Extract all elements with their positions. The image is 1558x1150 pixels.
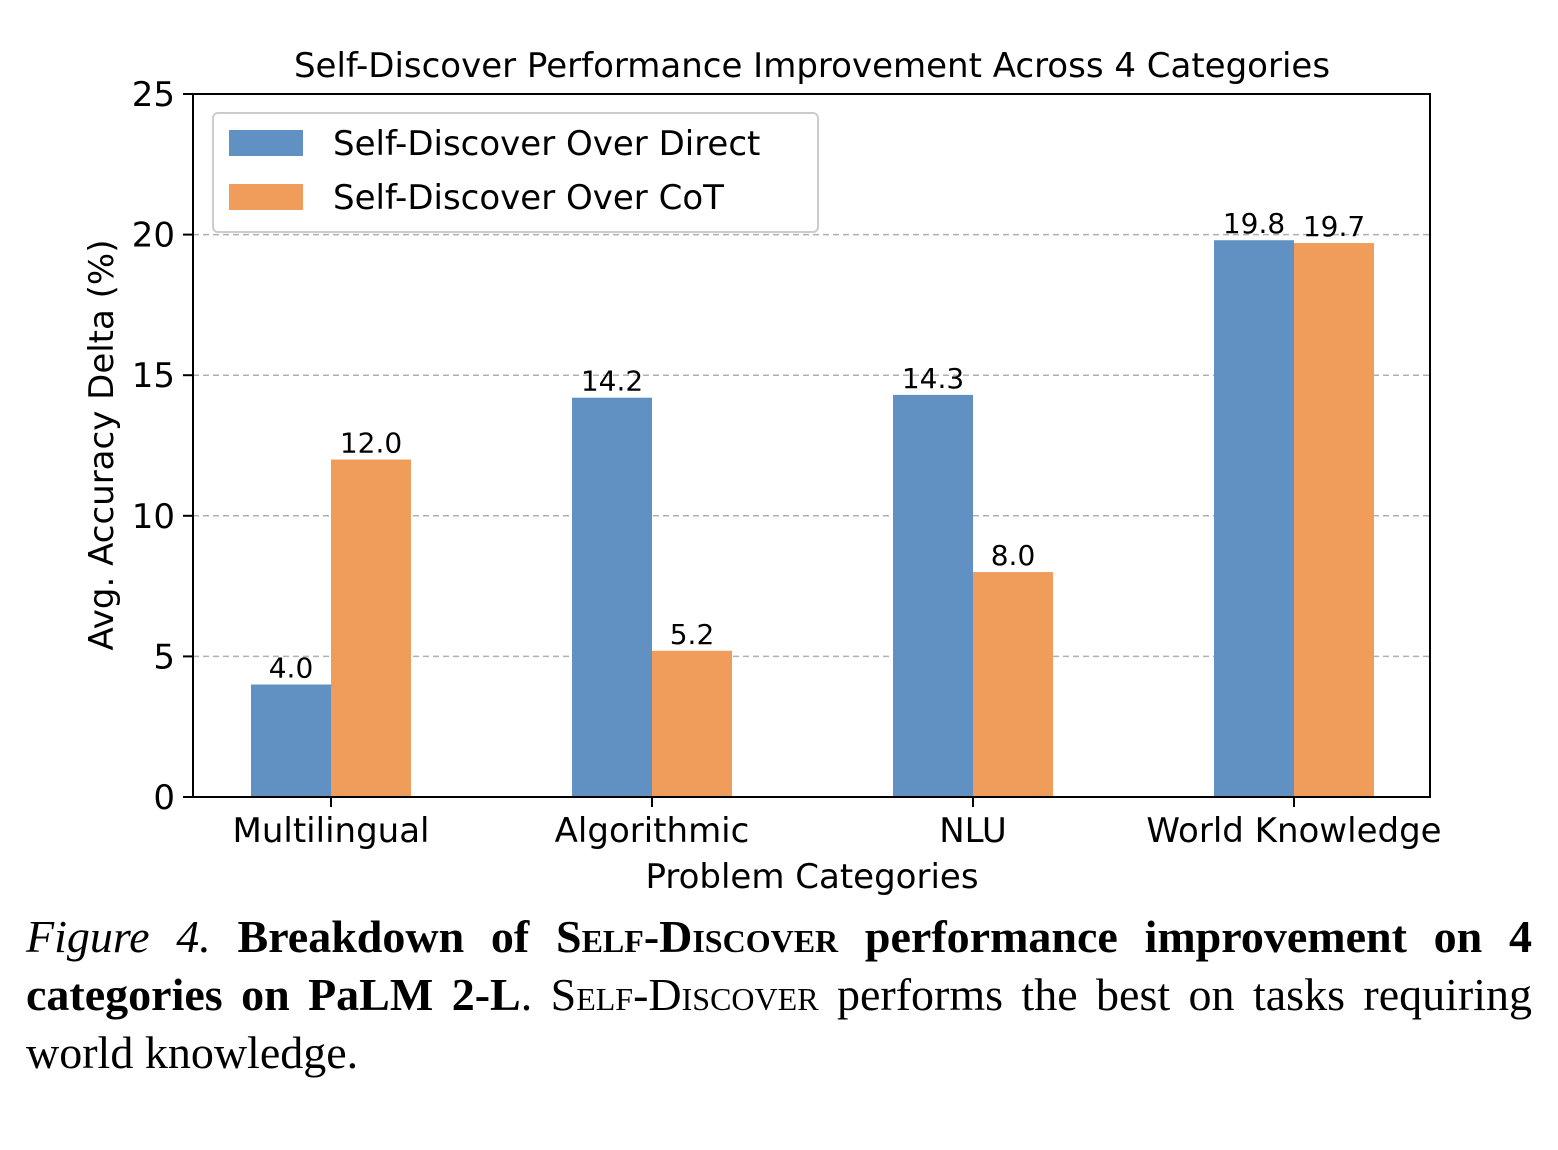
x-axis-ticks: Multilingual Algorithmic NLU World Knowledg… [233, 797, 1442, 851]
bar-direct [572, 397, 652, 797]
bar-value-label: 19.7 [1303, 210, 1365, 243]
y-axis-label: Avg. Accuracy Delta (%) [82, 240, 122, 651]
legend-swatch-cot [229, 184, 303, 210]
x-tick-label: Multilingual [233, 811, 430, 851]
caption-figure-label: Figure 4. [26, 911, 211, 962]
bar-value-labels: 4.0 12.0 14.2 5.2 14.3 8.0 19.8 19.7 [269, 207, 1365, 684]
caption-plain-1: . [520, 969, 551, 1020]
x-tick-label: World Knowledge [1146, 811, 1441, 851]
caption-bold-1: Breakdown of [237, 911, 556, 962]
caption-plain-method: Self-Discover [550, 969, 819, 1020]
bar-direct [893, 394, 973, 797]
x-axis-label: Problem Categories [645, 857, 978, 897]
caption-bold-2: performance improvement on 4 categories … [26, 911, 1532, 1020]
y-tick-label: 25 [132, 75, 175, 115]
chart-title: Self-Discover Performance Improvement Ac… [294, 46, 1330, 86]
plot-frame [192, 93, 1431, 798]
caption-plain-2: performs the best on tasks requiring wor… [26, 969, 1533, 1078]
bar-chart: Self-Discover Performance Improvement Ac… [82, 46, 1442, 897]
bar-value-label: 4.0 [269, 652, 314, 685]
x-tick-label: NLU [939, 811, 1007, 851]
legend-frame [212, 112, 819, 233]
bar-cot [973, 572, 1053, 797]
x-tick-label: Algorithmic [555, 811, 750, 851]
bar-cot [652, 650, 732, 797]
y-tick-label: 10 [132, 497, 175, 537]
figure-caption: Figure 4. Breakdown of Self-Discover per… [26, 908, 1532, 1082]
legend: Self-Discover Over Direct Self-Discover … [212, 112, 819, 233]
caption-bold-text: Breakdown of Self-Discover performance i… [26, 911, 1532, 1020]
legend-swatch-direct [229, 130, 303, 156]
y-tick-label: 20 [132, 216, 175, 256]
bar-value-label: 12.0 [340, 427, 402, 460]
bar-cot [331, 459, 411, 797]
bar-value-label: 14.3 [902, 362, 964, 395]
caption-bold-method: Self-Discover [556, 911, 839, 962]
y-tick-label: 15 [132, 356, 175, 396]
y-axis-ticks: 0 5 10 15 20 25 [132, 75, 193, 818]
bar-direct [251, 684, 331, 797]
bar-cot [1294, 243, 1374, 797]
y-tick-label: 5 [153, 637, 175, 677]
bar-value-label: 5.2 [670, 618, 715, 651]
bar-value-label: 14.2 [581, 365, 643, 398]
legend-label-direct: Self-Discover Over Direct [333, 124, 760, 164]
bar-direct [1214, 240, 1294, 797]
bar-value-label: 8.0 [991, 539, 1036, 572]
legend-label-cot: Self-Discover Over CoT [333, 178, 724, 218]
bars [251, 240, 1374, 797]
bar-value-label: 19.8 [1223, 207, 1285, 240]
y-tick-label: 0 [153, 778, 175, 818]
